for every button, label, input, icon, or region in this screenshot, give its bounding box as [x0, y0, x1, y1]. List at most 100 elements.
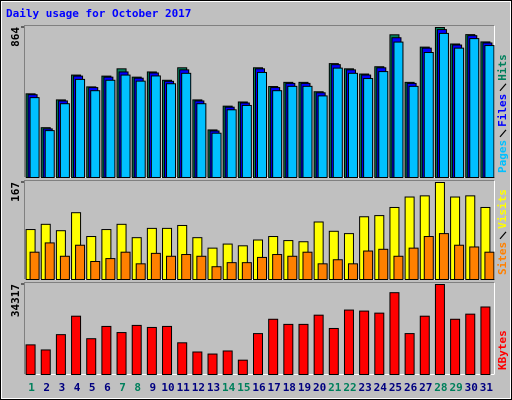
x-tick-label: 24 — [374, 381, 388, 394]
bar — [272, 90, 283, 178]
bar — [55, 334, 66, 376]
x-tick-label: 18 — [283, 381, 296, 394]
bar — [192, 351, 203, 376]
bar — [44, 130, 55, 178]
bar — [454, 244, 465, 281]
bar — [378, 71, 389, 178]
x-tick-label: 4 — [74, 381, 81, 394]
bar — [374, 312, 385, 376]
bar — [86, 338, 97, 375]
x-tick-label: 23 — [359, 381, 372, 394]
bar — [135, 263, 146, 280]
x-tick-label: 19 — [298, 381, 311, 394]
bar — [241, 104, 252, 178]
x-tick-label: 6 — [104, 381, 111, 394]
bar — [363, 250, 374, 281]
x-tick-label: 9 — [150, 381, 157, 394]
bar — [120, 251, 131, 280]
bar — [101, 325, 112, 375]
bar — [196, 103, 207, 178]
legend-separator — [499, 231, 507, 240]
bar — [465, 313, 476, 375]
bar — [120, 74, 131, 178]
bar — [257, 71, 267, 178]
bar — [222, 350, 233, 376]
x-tick-label: 27 — [419, 381, 432, 394]
bar — [480, 306, 491, 376]
x-tick-label: 14 — [222, 381, 236, 394]
x-tick-label: 10 — [161, 381, 174, 394]
x-tick-label: 13 — [207, 381, 220, 394]
bar — [135, 80, 146, 178]
bar — [389, 292, 400, 375]
legend-label: Hits — [496, 54, 509, 81]
legend-label: KBytes — [496, 330, 509, 370]
bar — [419, 315, 430, 376]
y-tick-label: 167 — [9, 182, 22, 202]
bar — [150, 252, 161, 280]
x-tick-label: 5 — [89, 381, 96, 394]
bar — [454, 47, 465, 178]
legend-separator — [499, 129, 507, 138]
bar — [469, 38, 480, 178]
bar — [298, 323, 309, 376]
bar — [226, 262, 237, 281]
bar — [237, 359, 248, 376]
bar — [317, 95, 328, 178]
bar — [44, 242, 55, 280]
x-tick-label: 22 — [343, 381, 356, 394]
legend-label: Files — [496, 94, 509, 127]
bar — [378, 248, 389, 280]
bar — [29, 97, 40, 178]
bar — [347, 263, 358, 280]
bar — [469, 246, 480, 280]
bar — [131, 324, 142, 375]
bar — [343, 309, 354, 376]
bar — [211, 266, 222, 281]
bar — [181, 254, 192, 281]
bar — [423, 52, 434, 178]
bar — [328, 327, 339, 375]
y-tick-label: 864 — [9, 27, 22, 47]
bar — [332, 67, 343, 178]
x-tick-label: 11 — [177, 381, 191, 394]
bar — [283, 323, 294, 376]
bar — [347, 72, 358, 178]
x-tick-label: 8 — [134, 381, 141, 394]
bar — [313, 314, 324, 376]
bar — [241, 262, 252, 281]
bar — [181, 72, 192, 178]
bar — [302, 251, 313, 280]
bar — [302, 85, 313, 178]
bar — [146, 326, 157, 376]
bar — [287, 255, 298, 281]
legend-label: Visits — [496, 189, 509, 229]
bar — [71, 315, 82, 376]
bar — [393, 255, 404, 281]
x-tick-label: 30 — [465, 381, 478, 394]
bar — [105, 258, 116, 280]
x-tick-label: 20 — [313, 381, 326, 394]
bar — [105, 79, 116, 178]
bar — [90, 90, 101, 178]
x-tick-label: 25 — [389, 381, 402, 394]
x-tick-label: 31 — [480, 381, 494, 394]
bar — [59, 255, 70, 281]
bar — [450, 318, 461, 376]
bar — [177, 342, 188, 376]
bar — [75, 78, 86, 178]
x-tick-label: 1 — [28, 381, 35, 394]
bar — [272, 254, 283, 281]
bar — [268, 318, 279, 376]
x-tick-label: 26 — [404, 381, 418, 394]
x-tick-label: 28 — [434, 381, 447, 394]
bar — [226, 109, 237, 178]
bar — [162, 325, 173, 375]
bar — [211, 132, 222, 179]
bar — [150, 75, 161, 178]
bar — [166, 255, 177, 281]
bar — [257, 256, 267, 280]
y-tick-label: 34317 — [9, 284, 22, 317]
